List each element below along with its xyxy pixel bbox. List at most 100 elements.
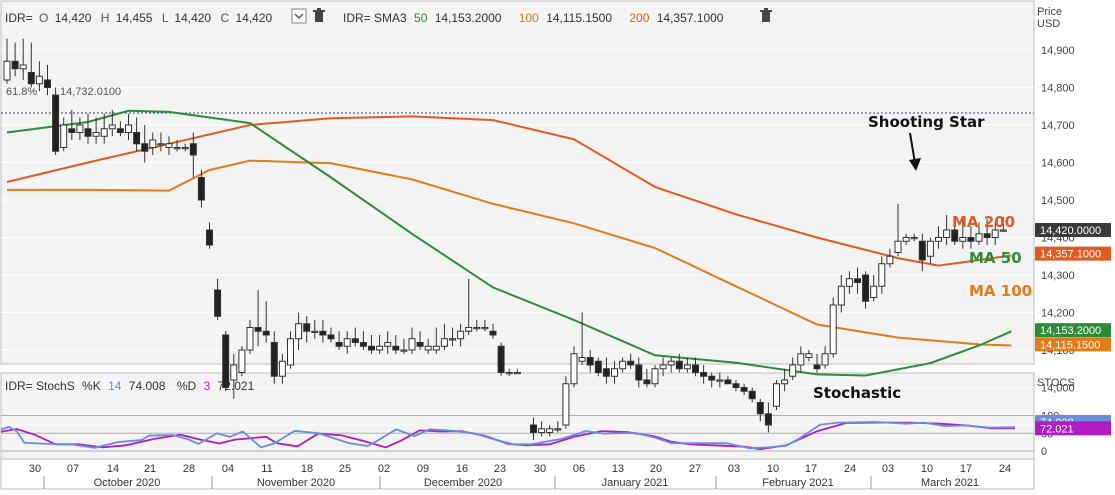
candle[interactable] [125,113,132,140]
ma50-line[interactable] [6,109,1012,377]
candle[interactable] [262,301,270,343]
candle[interactable] [700,365,708,384]
candle[interactable] [708,372,716,388]
candle[interactable] [886,248,894,268]
candle[interactable] [343,331,351,354]
candle[interactable] [92,117,100,144]
candle[interactable] [197,170,205,208]
candle[interactable] [35,61,43,92]
candle[interactable] [773,380,780,410]
candle[interactable] [781,368,789,392]
candle[interactable] [716,372,724,388]
candle[interactable] [951,222,959,246]
candle[interactable] [692,357,699,377]
candle[interactable] [635,357,643,388]
candle[interactable] [376,335,384,354]
candle[interactable] [181,143,189,152]
candle[interactable] [416,331,424,350]
candle[interactable] [538,421,546,437]
candle[interactable] [967,226,975,249]
candle[interactable] [845,271,853,294]
candle[interactable] [287,331,294,369]
candle[interactable] [854,267,861,294]
candle[interactable] [327,327,335,343]
candle[interactable] [100,113,108,144]
candle[interactable] [189,132,197,178]
candle[interactable] [594,357,602,377]
candle[interactable] [481,320,489,332]
candle[interactable] [44,65,51,95]
candle[interactable] [821,346,829,369]
candle[interactable] [295,312,303,351]
candle[interactable] [238,346,246,377]
candle[interactable] [214,278,222,320]
candle[interactable] [440,323,448,350]
candle[interactable] [173,140,181,152]
candle[interactable] [11,42,19,77]
candle[interactable] [149,132,157,156]
trash-icon[interactable] [313,8,325,22]
candle[interactable] [68,110,76,140]
candle[interactable] [578,312,586,366]
candle[interactable] [76,117,84,141]
candle[interactable] [497,342,505,377]
candle[interactable] [141,125,149,163]
candle[interactable] [19,38,27,80]
candle[interactable] [254,290,262,347]
candle[interactable] [586,350,594,373]
chevron-down-icon[interactable] [291,8,307,24]
candle[interactable] [805,350,813,362]
candle[interactable] [991,222,999,246]
candle[interactable] [278,353,286,384]
candle[interactable] [627,353,635,369]
candle[interactable] [813,353,821,373]
candle[interactable] [230,353,238,399]
candle[interactable] [165,136,173,155]
candle[interactable] [732,380,740,392]
candle[interactable] [449,327,456,347]
candle[interactable] [926,237,934,264]
candle[interactable] [311,320,319,339]
candle[interactable] [894,203,902,257]
candle[interactable] [870,275,878,302]
candle[interactable] [789,357,797,381]
candle[interactable] [643,368,651,388]
trash-icon[interactable] [760,8,772,22]
candle[interactable] [562,376,570,429]
candle[interactable] [619,357,627,373]
candle[interactable] [457,323,465,347]
candle[interactable] [943,215,951,245]
candle[interactable] [384,331,392,354]
candle[interactable] [611,361,618,384]
candle[interactable] [359,331,367,350]
candle[interactable] [935,226,942,249]
candle[interactable] [530,417,537,441]
candle[interactable] [400,338,408,354]
candle[interactable] [270,331,278,384]
candle[interactable] [246,320,254,354]
candle[interactable] [756,398,764,422]
candle[interactable] [60,117,68,152]
candle[interactable] [319,320,327,343]
candle[interactable] [52,87,60,156]
candle[interactable] [740,383,748,395]
candle[interactable] [303,316,311,343]
candle[interactable] [675,353,683,373]
candle[interactable] [554,421,562,433]
candle[interactable] [505,368,513,377]
candle[interactable] [513,368,521,375]
candle[interactable] [724,376,732,385]
candle[interactable] [335,331,343,350]
candle[interactable] [392,335,400,354]
ma200-line[interactable] [6,115,1012,267]
candle[interactable] [3,38,11,84]
candle[interactable] [764,402,772,433]
candle[interactable] [368,335,375,354]
candle[interactable] [959,218,967,249]
candle[interactable] [27,42,35,88]
candle[interactable] [667,357,675,373]
candle[interactable] [489,323,497,339]
candle[interactable] [206,222,213,249]
candle[interactable] [465,278,473,335]
candle[interactable] [432,327,440,354]
